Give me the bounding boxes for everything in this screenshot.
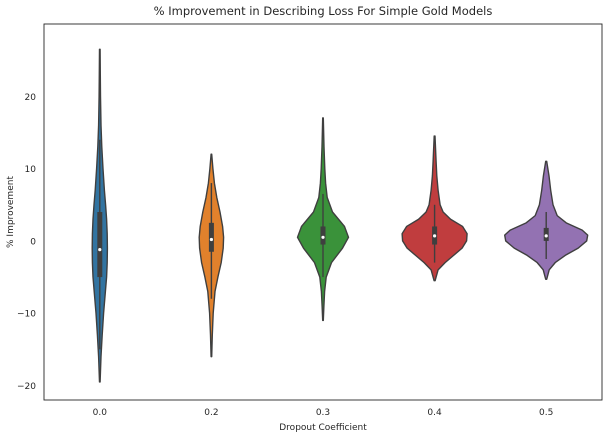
x-tick-label: 0.0 (93, 408, 108, 418)
violin-median (433, 234, 437, 238)
violin-iqr-box (97, 212, 103, 278)
violin-median (544, 234, 548, 238)
y-tick-label: 10 (25, 165, 37, 175)
y-axis-label: % Improvement (6, 176, 16, 248)
violin-iqr-box (208, 222, 214, 252)
violin-median (209, 237, 213, 242)
violin-median (98, 248, 102, 252)
violin-iqr-box (320, 226, 326, 245)
plot-frame (43, 23, 603, 401)
y-tick-label: 20 (25, 93, 37, 103)
violin-median (321, 235, 325, 239)
x-tick-label: 0.2 (204, 408, 218, 418)
y-tick-label: −20 (17, 382, 36, 392)
x-axis-ticks: 0.0 0.2 0.3 0.4 0.5 (93, 408, 554, 418)
y-axis-ticks: −20 −10 0 10 20 (17, 93, 36, 392)
x-tick-label: 0.4 (427, 408, 442, 418)
x-axis-label: Dropout Coefficient (279, 423, 367, 433)
y-tick-label: 0 (30, 237, 36, 247)
chart-title: % Improvement in Describing Loss For Sim… (154, 4, 493, 18)
violin-group (91, 48, 589, 383)
y-tick-label: −10 (17, 310, 36, 320)
x-tick-label: 0.3 (316, 408, 330, 418)
x-tick-label: 0.5 (539, 408, 553, 418)
